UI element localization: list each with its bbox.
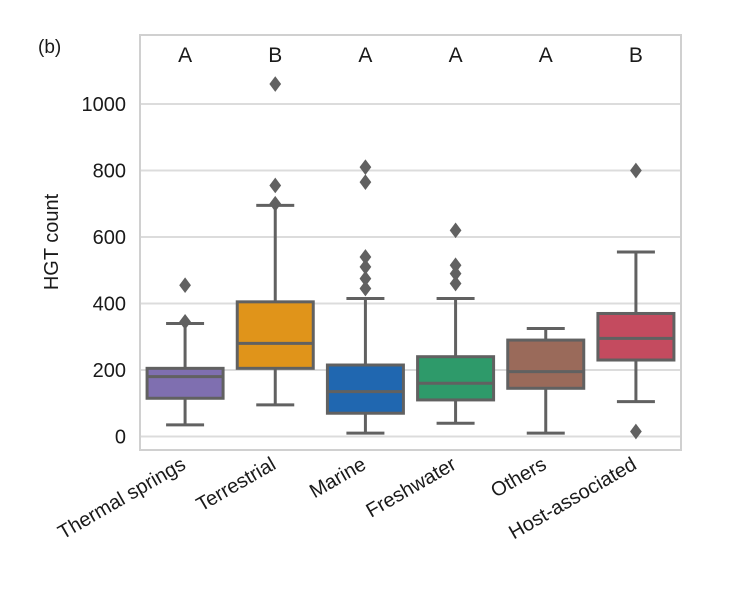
box-terrestrial (235, 76, 315, 407)
iqr-box (235, 300, 315, 370)
outlier-point (269, 177, 282, 194)
y-tick-label: 600 (93, 227, 126, 249)
outlier-point (359, 280, 372, 297)
y-tick-labels: 0 200 400 600 800 1000 (82, 94, 127, 449)
x-tick-label: Marine (306, 453, 370, 503)
outlier-point (630, 423, 642, 440)
boxes (145, 76, 676, 440)
significance-letter: A (358, 44, 372, 67)
outlier-point (449, 275, 462, 292)
box-others (506, 326, 586, 435)
y-tick-label: 0 (115, 427, 126, 449)
panel-label: (b) (38, 37, 61, 58)
outlier-point (179, 277, 191, 294)
outlier-point (359, 159, 372, 176)
iqr-box (416, 355, 496, 402)
significance-letter: A (178, 44, 192, 67)
y-axis-label: HGT count (41, 193, 63, 290)
outlier-point (449, 222, 462, 239)
iqr-box (506, 338, 586, 390)
x-tick-label: Others (487, 453, 550, 502)
y-tick-label: 200 (93, 360, 126, 382)
x-tick-label: Freshwater (362, 453, 460, 522)
box-marine (325, 159, 405, 435)
outlier-point (269, 195, 282, 212)
box-thermal-springs (145, 277, 225, 427)
y-tick-label: 1000 (82, 94, 127, 116)
significance-letter: B (629, 44, 643, 67)
grid-lines (140, 103, 681, 438)
iqr-box (596, 311, 676, 362)
x-tick-label: Thermal springs (54, 453, 189, 544)
box-host-associated (596, 162, 676, 440)
x-tick-labels: Thermal springs Terrestrial MarineFreshwat… (54, 453, 640, 544)
significance-letter: B (268, 44, 282, 67)
y-tick-label: 800 (93, 161, 126, 183)
outlier-point (359, 174, 372, 190)
iqr-box (325, 363, 405, 415)
outlier-point (630, 162, 642, 179)
significance-letter: A (539, 44, 553, 67)
iqr-box (145, 366, 225, 400)
significance-letter: A (449, 44, 463, 67)
outlier-point (179, 313, 191, 330)
box-freshwater (416, 222, 496, 425)
plot-frame (139, 34, 682, 451)
y-tick-label: 400 (93, 294, 126, 316)
x-tick-label: Terrestrial (193, 453, 280, 516)
outlier-point (269, 76, 282, 92)
